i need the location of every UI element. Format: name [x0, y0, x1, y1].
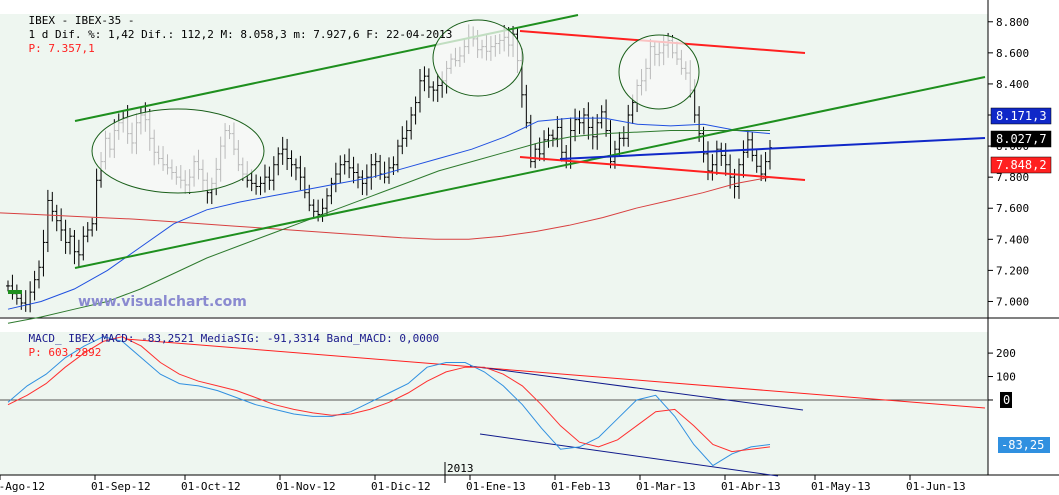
macd-y-tick-label: 100 [996, 371, 1016, 384]
macd-trendline-navy-upper [469, 365, 804, 411]
macd-panel-background [0, 332, 988, 475]
macd-series-line [7, 336, 771, 453]
y-axis-background [988, 0, 1059, 495]
price-y-tick-label: 7.200 [996, 264, 1029, 277]
price-y-tick-label: 8.800 [996, 16, 1029, 29]
badge-macd-zero: 0 [1003, 393, 1010, 407]
macd-panel-header: MACD_ IBEX MACD: -83,2521 MediaSIG: -91,… [2, 318, 440, 374]
moving-average-line [7, 130, 770, 324]
badge-macd-value: -83,25 [1001, 438, 1044, 452]
macd-trendline-red [124, 338, 986, 409]
price-y-tick-label: 7.400 [996, 233, 1029, 246]
symbol-label: IBEX - IBEX-35 - [28, 14, 135, 27]
last-price-label: P: 7.357,1 [28, 42, 95, 55]
pattern-ellipse-2 [432, 19, 524, 97]
badge-macd-zero-box [1000, 391, 1012, 408]
macd-series-line [7, 336, 771, 467]
watermark: www.visualchart.com [78, 294, 247, 310]
x-tick-label: 01-Abr-13 [721, 480, 781, 493]
x-tick-label: 01-Nov-12 [276, 480, 336, 493]
x-tick-label: 01-Jun-13 [906, 480, 966, 493]
header-info: 1 d Dif. %: 1,42 Dif.: 112,2 M: 8.058,3 … [28, 28, 453, 41]
x-tick-label: 01-Oct-12 [181, 480, 241, 493]
price-y-tick-label: 7.600 [996, 202, 1029, 215]
badge-price-blue-box [990, 107, 1052, 125]
year-marker-label: 2013 [447, 462, 474, 475]
badge-price-black: 8.027,7 [996, 132, 1047, 146]
x-tick-label: 01-Sep-12 [91, 480, 151, 493]
x-tick-label: 01-Feb-13 [551, 480, 611, 493]
macd-trendline-navy-lower [479, 433, 779, 477]
price-y-tick-label: 7.800 [996, 171, 1029, 184]
start-marker [8, 290, 22, 294]
badge-macd-value-box [998, 437, 1050, 453]
price-y-tick-label: 8.600 [996, 47, 1029, 60]
price-y-tick-label: 8.400 [996, 78, 1029, 91]
trendline-blue [559, 137, 986, 160]
badge-price-blue: 8.171,3 [996, 109, 1047, 123]
macd-label: MACD_ IBEX MACD: -83,2521 MediaSIG: -91,… [28, 332, 440, 345]
trendline-lower-red [519, 156, 806, 181]
pattern-ellipse-1 [91, 108, 265, 194]
badge-price-red: 7.848,2 [996, 158, 1047, 172]
x-tick-label: 1-Ago-12 [0, 480, 45, 493]
moving-average-line [7, 117, 771, 310]
price-panel-header: IBEX - IBEX-35 - 1 d Dif. %: 1,42 Dif.: … [2, 0, 453, 70]
x-tick-label: 01-Mar-13 [636, 480, 696, 493]
macd-y-tick-label: 200 [996, 347, 1016, 360]
x-tick-label: 01-May-13 [811, 480, 871, 493]
x-tick-label: 01-Ene-13 [466, 480, 526, 493]
badge-price-red-box [990, 156, 1052, 174]
macd-last-label: P: 603,2892 [28, 346, 102, 359]
badge-price-black-box [990, 130, 1052, 148]
pattern-ellipse-3 [618, 34, 700, 110]
moving-average-line [0, 176, 771, 240]
trendline-lower-green [74, 76, 986, 269]
price-y-tick-label: 7.000 [996, 295, 1029, 308]
x-tick-label: 01-Dic-12 [371, 480, 431, 493]
